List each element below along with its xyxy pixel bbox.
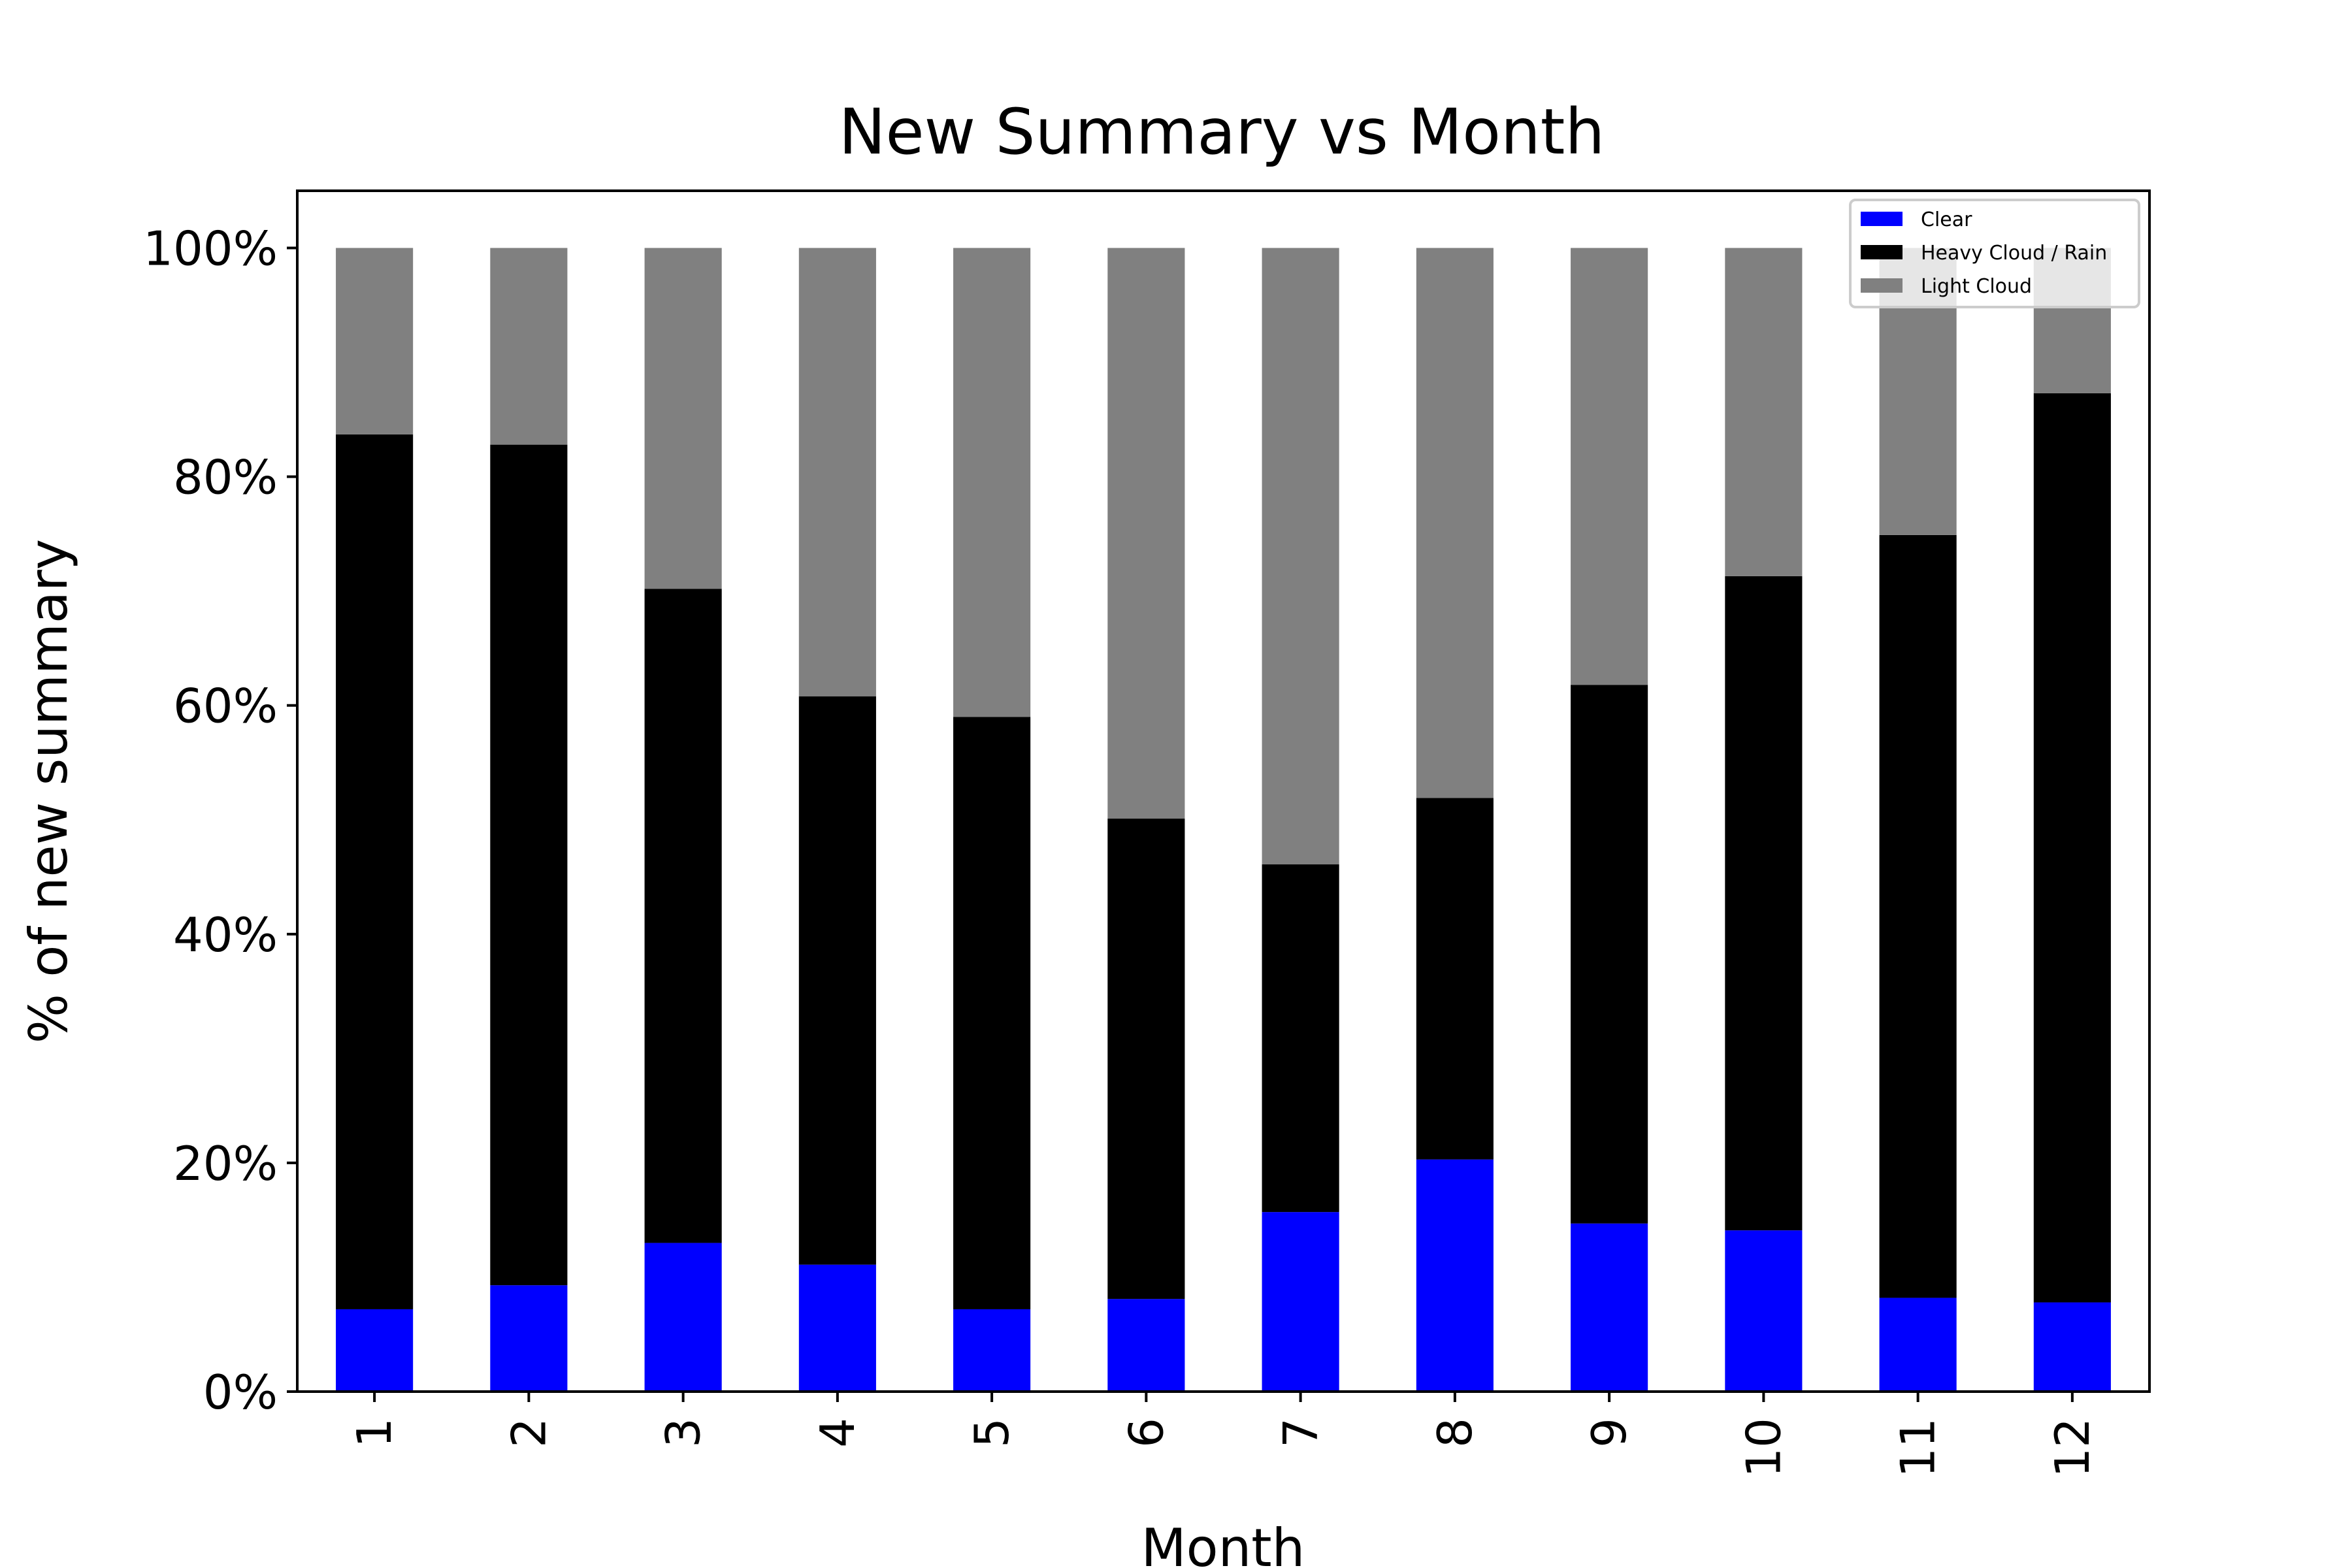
bar-month-2-series-2 xyxy=(490,248,568,445)
bar-month-4-series-0 xyxy=(798,1264,876,1392)
bar-month-1-series-2 xyxy=(336,248,414,434)
bar-month-7-series-0 xyxy=(1262,1212,1339,1392)
bar-month-6-series-1 xyxy=(1107,819,1185,1299)
legend-swatch xyxy=(1861,278,1903,293)
bar-month-9-series-2 xyxy=(1571,248,1648,685)
bar-month-11-series-0 xyxy=(1879,1298,1957,1392)
bar-month-9-series-0 xyxy=(1571,1223,1648,1392)
bar-month-4-series-1 xyxy=(798,696,876,1265)
x-tick-label: 3 xyxy=(656,1418,711,1448)
x-tick-label: 11 xyxy=(1891,1418,1946,1478)
bar-month-10-series-2 xyxy=(1725,248,1803,576)
bar-month-12-series-0 xyxy=(2033,1302,2111,1392)
y-tick-label: 20% xyxy=(173,1136,278,1191)
bar-month-5-series-0 xyxy=(953,1309,1031,1392)
bar-month-7-series-1 xyxy=(1262,864,1339,1213)
x-tick-label: 8 xyxy=(1428,1418,1482,1448)
x-tick-label: 5 xyxy=(964,1418,1019,1448)
legend-items: Clear Heavy Cloud / Rain Light Cloud xyxy=(1861,208,2107,298)
bars-group xyxy=(336,248,2111,1392)
x-tick-label: 7 xyxy=(1273,1418,1328,1448)
bar-month-3-series-2 xyxy=(644,248,722,589)
bar-month-8-series-2 xyxy=(1416,248,1494,798)
bar-month-8-series-0 xyxy=(1416,1159,1494,1392)
bar-month-12-series-1 xyxy=(2033,393,2111,1303)
bar-month-3-series-1 xyxy=(644,589,722,1243)
y-tick-label: 100% xyxy=(143,221,278,276)
x-axis-label: Month xyxy=(1141,1518,1305,1568)
x-tick-label: 12 xyxy=(2045,1418,2100,1478)
x-tick-label: 6 xyxy=(1119,1418,1173,1448)
bar-month-5-series-2 xyxy=(953,248,1031,717)
x-tick-label: 4 xyxy=(810,1418,865,1448)
y-tick-label: 0% xyxy=(203,1365,278,1420)
bar-month-9-series-1 xyxy=(1571,685,1648,1224)
bar-month-10-series-0 xyxy=(1725,1230,1803,1392)
legend-box xyxy=(1849,199,2140,308)
legend-label: Clear xyxy=(1921,208,1972,231)
bar-month-2-series-0 xyxy=(490,1285,568,1392)
bar-month-4-series-2 xyxy=(798,248,876,696)
legend-label: Light Cloud xyxy=(1921,275,2032,298)
y-tick-label: 40% xyxy=(173,907,278,962)
y-axis-label: % of new summary xyxy=(18,539,79,1043)
bar-month-6-series-0 xyxy=(1107,1299,1185,1392)
bar-month-2-series-1 xyxy=(490,444,568,1286)
x-tick-label: 10 xyxy=(1736,1418,1791,1478)
bar-month-10-series-1 xyxy=(1725,576,1803,1231)
bar-month-8-series-1 xyxy=(1416,798,1494,1160)
chart-title: New Summary vs Month xyxy=(839,95,1605,169)
bar-month-5-series-1 xyxy=(953,717,1031,1309)
y-axis: 0% 20% 40% 60% 80% 100% xyxy=(143,221,297,1420)
x-tick-label: 9 xyxy=(1582,1418,1637,1448)
y-tick-label: 80% xyxy=(173,450,278,505)
legend-swatch xyxy=(1861,212,1903,226)
bar-month-6-series-2 xyxy=(1107,248,1185,819)
legend-label: Heavy Cloud / Rain xyxy=(1921,242,2107,265)
x-axis: 1 2 3 4 5 6 7 8 9 10 11 12 xyxy=(347,1392,2100,1478)
bar-month-3-series-0 xyxy=(644,1243,722,1392)
legend: Clear Heavy Cloud / Rain Light Cloud xyxy=(1849,199,2140,308)
bar-month-1-series-0 xyxy=(336,1309,414,1392)
plot-frame xyxy=(296,189,2151,1393)
bar-month-1-series-1 xyxy=(336,434,414,1309)
bar-month-7-series-2 xyxy=(1262,248,1339,865)
y-tick-label: 60% xyxy=(173,679,278,734)
x-tick-label: 1 xyxy=(347,1418,402,1448)
bar-month-11-series-1 xyxy=(1879,534,1957,1298)
x-tick-label: 2 xyxy=(501,1418,556,1448)
legend-swatch xyxy=(1861,245,1903,259)
